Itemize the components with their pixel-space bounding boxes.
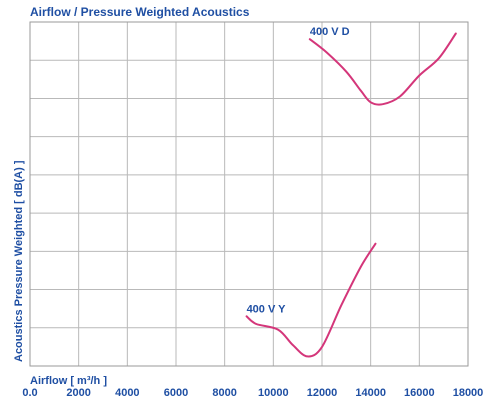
grid xyxy=(29,21,469,367)
series-label: 400 V Y xyxy=(247,303,287,315)
x-tick-label: 4000 xyxy=(115,387,139,399)
x-tick-label: 6000 xyxy=(164,387,188,399)
series-label: 400 V D xyxy=(310,26,350,38)
x-tick-label: 12000 xyxy=(307,387,338,399)
y-axis-label: Acoustics Pressure Weighted [ dB(A) ] xyxy=(13,160,25,362)
x-tick-label: 16000 xyxy=(404,387,435,399)
x-tick-label: 14000 xyxy=(355,387,386,399)
x-axis-label: Airflow [ m³/h ] xyxy=(30,375,107,387)
x-tick-labels: 0.0 2000 4000 6000 8000 10000 12000 14000 16000 1… xyxy=(22,387,483,399)
x-tick-label: 8000 xyxy=(212,387,236,399)
x-tick-label: 0.0 xyxy=(22,387,37,399)
curves: 400 V D 400 V Y xyxy=(245,26,457,358)
series-line xyxy=(308,32,457,106)
chart-title: Airflow / Pressure Weighted Acoustics xyxy=(30,5,250,19)
plot-frame xyxy=(29,21,469,367)
x-tick-label: 2000 xyxy=(66,387,90,399)
x-tick-label: 10000 xyxy=(258,387,289,399)
x-tick-label: 18000 xyxy=(453,387,484,399)
series-line xyxy=(245,242,377,358)
